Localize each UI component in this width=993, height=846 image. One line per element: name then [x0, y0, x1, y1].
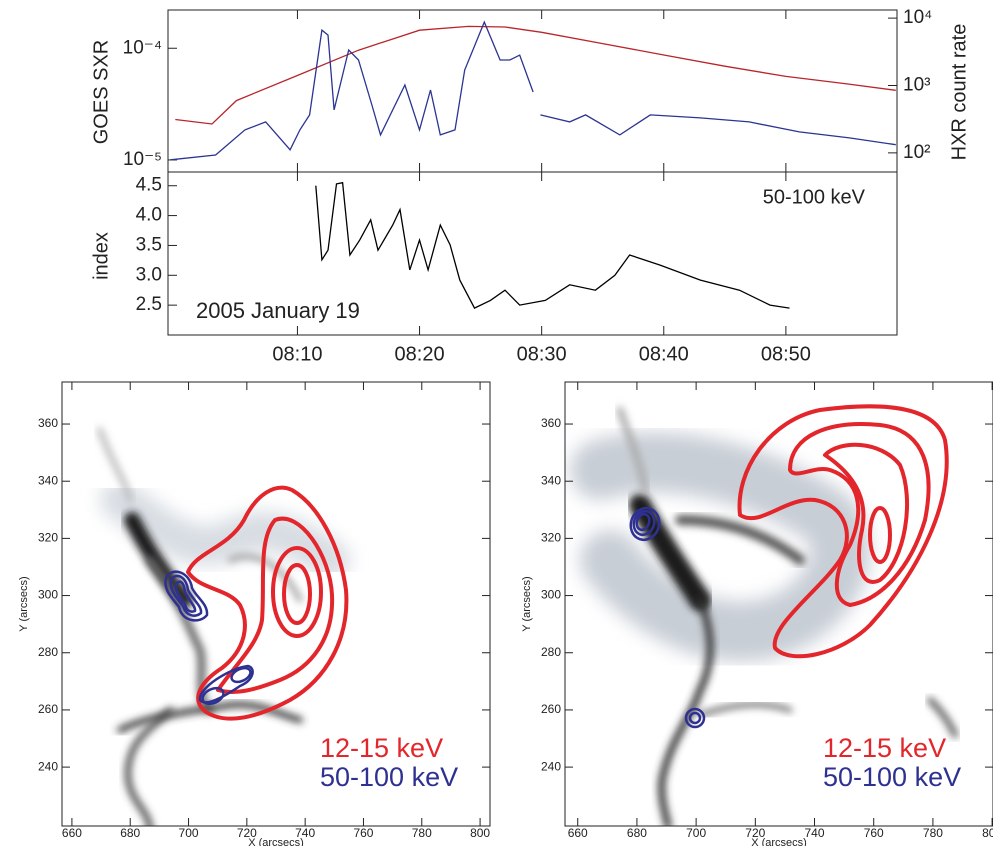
contour: [169, 574, 203, 617]
x-tick-label: 760: [353, 826, 373, 840]
y-tick-label: 3.5: [136, 234, 162, 255]
contour: [823, 442, 910, 584]
x-tick-label: 680: [120, 826, 140, 840]
x-tick-label: 760: [864, 826, 884, 840]
x-tick-label: 800: [470, 826, 490, 840]
legend-label: 12-15 keV: [823, 733, 946, 763]
y-tick-label: 260: [38, 702, 58, 716]
y-tick-label: 10⁻⁴: [123, 37, 162, 58]
x-tick-label: 08:20: [395, 343, 445, 365]
y-tick-label: 4.5: [136, 175, 162, 196]
y-tick-label: 360: [541, 416, 561, 430]
x-tick-label: 700: [179, 826, 199, 840]
y-tick-label: 300: [541, 588, 561, 602]
y-tick-label: 320: [541, 531, 561, 545]
legend-label: 50-100 keV: [823, 762, 961, 792]
y-tick-label: 260: [541, 702, 561, 716]
y2-tick-label: 10³: [903, 75, 930, 96]
y-tick-label: 340: [541, 473, 561, 487]
contour: [164, 570, 209, 622]
x-axis-label: X (arcsecs): [751, 837, 807, 846]
y-axis-label: GOES SXR: [90, 40, 112, 144]
data-line: [170, 20, 896, 161]
plot-frame: [564, 381, 993, 827]
y-tick-label: 280: [541, 645, 561, 659]
x-tick-label: 780: [923, 826, 943, 840]
contour: [632, 509, 656, 537]
x-tick-label: 660: [568, 826, 588, 840]
y-tick-label: 240: [38, 759, 58, 773]
contour: [271, 546, 323, 638]
contours: [629, 404, 949, 729]
contour: [688, 711, 702, 725]
y-tick-label: 10⁻⁵: [123, 149, 162, 170]
contour: [186, 485, 349, 721]
x-tick-label: 08:40: [639, 343, 689, 365]
y-tick-label: 3.0: [136, 264, 162, 285]
plot-frame: [61, 381, 491, 827]
contour: [629, 506, 661, 542]
plot-frame: [167, 171, 898, 336]
legend-label: 12-15 keV: [320, 733, 443, 763]
y-tick-label: 360: [38, 416, 58, 430]
x-tick-label: 08:50: [761, 343, 811, 365]
y-tick-label: 340: [38, 473, 58, 487]
y2-axis-label: HXR count rate: [948, 24, 970, 161]
y-tick-label: 320: [38, 531, 58, 545]
annotation: 2005 January 19: [196, 298, 360, 323]
contour: [174, 580, 197, 613]
x-tick-label: 740: [805, 826, 825, 840]
legend-label: 50-100 keV: [320, 762, 458, 792]
x-tick-label: 740: [295, 826, 315, 840]
x-tick-label: 800: [982, 826, 993, 840]
y-tick-label: 280: [38, 645, 58, 659]
contour: [737, 404, 949, 659]
x-axis-label: X (arcsecs): [248, 837, 304, 846]
y2-tick-label: 10²: [903, 142, 930, 163]
annotation: 50-100 keV: [763, 186, 866, 208]
x-tick-label: 660: [62, 826, 82, 840]
x-tick-label: 680: [627, 826, 647, 840]
y-tick-label: 300: [38, 588, 58, 602]
data-line: [315, 181, 790, 309]
y-axis-label: Y (arcsecs): [18, 576, 30, 631]
contour: [201, 686, 225, 706]
contour: [635, 512, 651, 532]
contour: [216, 516, 335, 694]
y-tick-label: 4.0: [136, 205, 162, 226]
y-tick-label: 240: [541, 759, 561, 773]
x-tick-label: 780: [412, 826, 432, 840]
contour: [684, 707, 706, 729]
y-axis-label: index: [90, 232, 112, 280]
contours: [164, 485, 349, 721]
x-tick-label: 08:30: [517, 343, 567, 365]
x-tick-label: 08:10: [272, 343, 322, 365]
contour: [868, 506, 892, 564]
y2-tick-label: 10⁴: [903, 7, 932, 28]
y-axis-label: Y (arcsecs): [521, 576, 533, 631]
x-tick-label: 700: [686, 826, 706, 840]
y-tick-label: 2.5: [136, 294, 162, 315]
contour: [788, 422, 931, 607]
image-panel: [570, 404, 958, 826]
contour: [282, 563, 312, 625]
contour: [198, 664, 254, 704]
x-tick-label: 720: [745, 826, 765, 840]
x-tick-label: 720: [237, 826, 257, 840]
contour: [230, 666, 252, 684]
image-panel: [97, 427, 350, 826]
data-line: [175, 25, 896, 125]
